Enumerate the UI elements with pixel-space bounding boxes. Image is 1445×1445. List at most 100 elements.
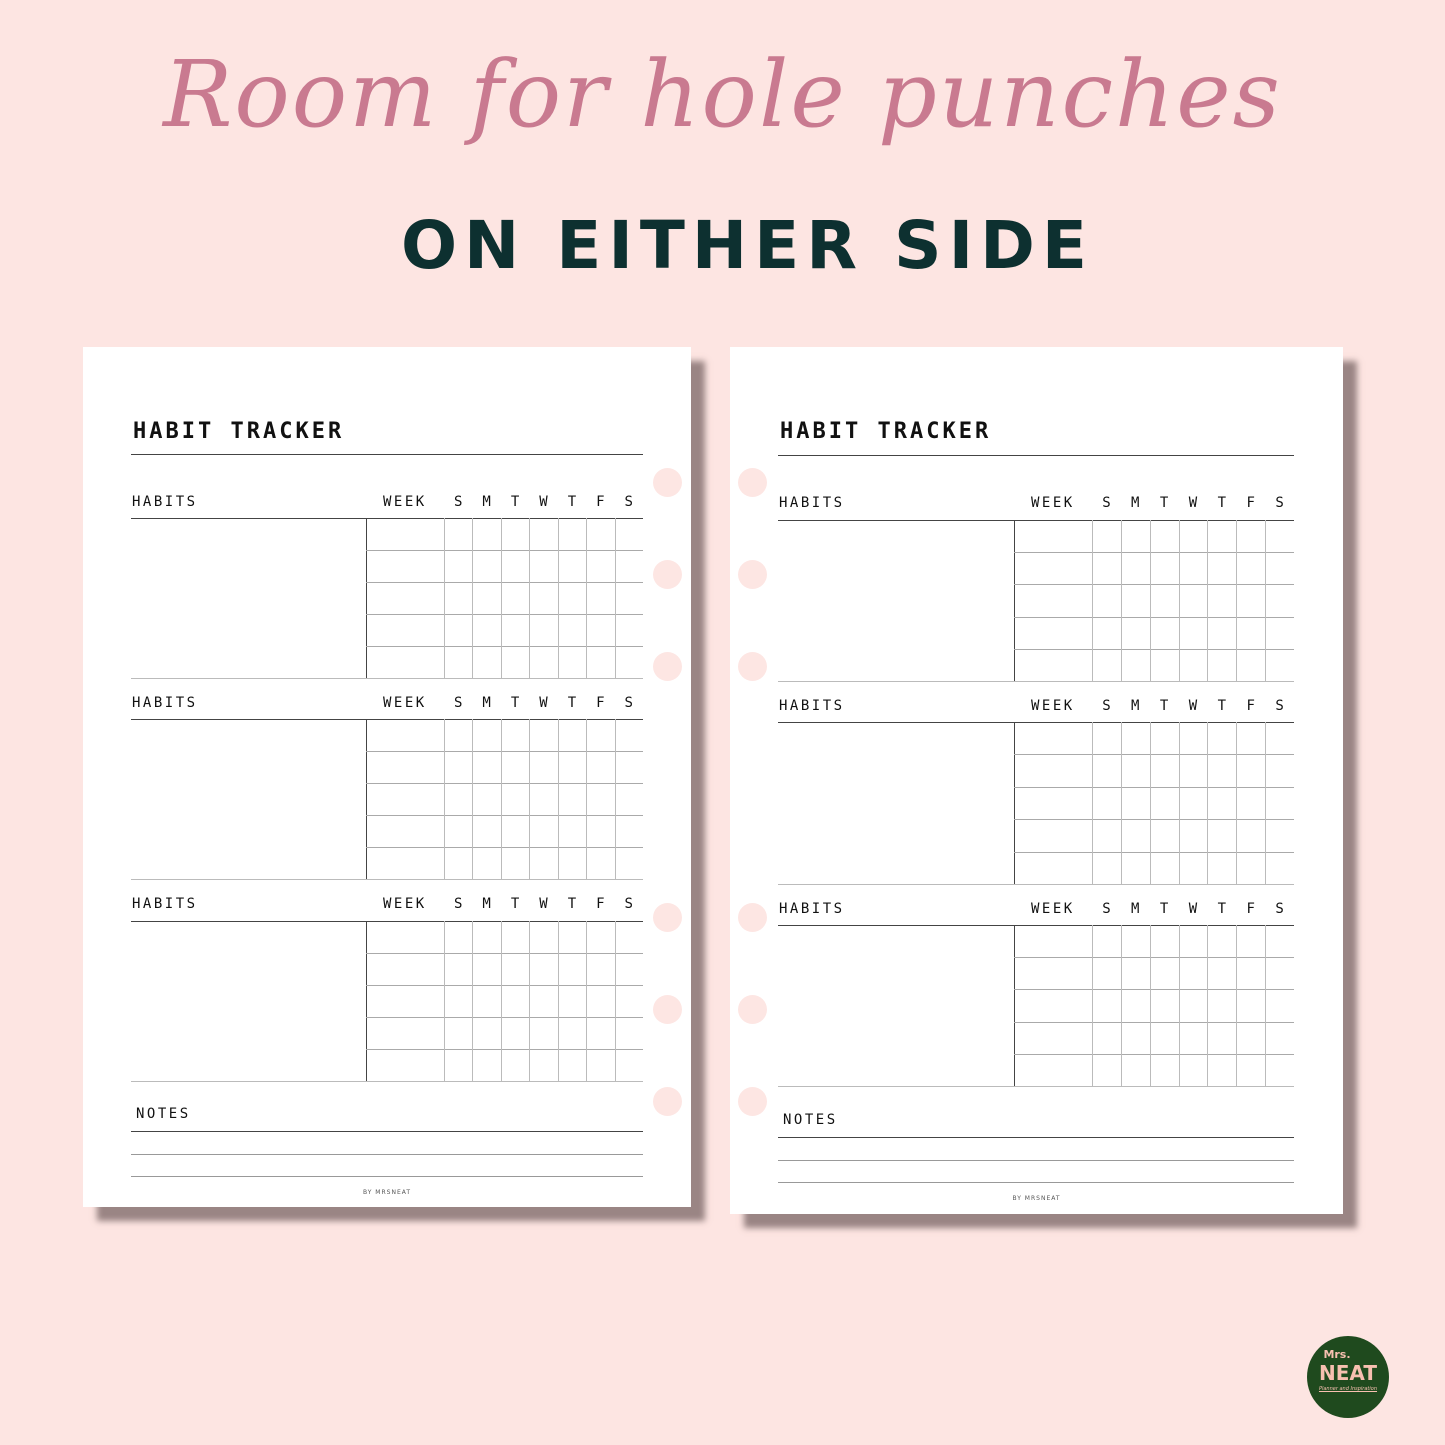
- day-label: T: [567, 494, 577, 510]
- hole-punch-marker: [738, 903, 767, 932]
- grid-col-line: [614, 719, 616, 879]
- day-label: F: [596, 896, 605, 912]
- section-bottom-rule: [778, 1086, 1294, 1087]
- day-label: W: [539, 896, 548, 912]
- grid-col-line: [586, 518, 588, 678]
- grid-row-line: [366, 550, 643, 551]
- hole-punch-marker: [653, 468, 682, 497]
- day-label: F: [1246, 495, 1255, 511]
- grid-col-line: [1265, 925, 1267, 1086]
- grid-row-line: [366, 614, 643, 615]
- grid-col-line: [1120, 722, 1122, 884]
- notes-line: [778, 1160, 1294, 1161]
- grid-row-line: [366, 646, 643, 647]
- day-label: S: [1275, 901, 1284, 917]
- grid-col-line: [444, 518, 445, 678]
- day-label: S: [1275, 698, 1284, 714]
- grid-row-line: [366, 985, 643, 986]
- day-label: F: [596, 695, 605, 711]
- grid-col-line: [1092, 925, 1093, 1086]
- page-title: HABIT TRACKER: [133, 419, 345, 444]
- day-label: S: [1102, 698, 1111, 714]
- grid-row-line: [366, 751, 643, 752]
- footer-credit: BY MRSNEAT: [362, 1189, 412, 1196]
- hole-punch-marker: [738, 560, 767, 589]
- day-label: M: [482, 494, 491, 510]
- day-label: M: [482, 695, 491, 711]
- grid-col-line: [500, 518, 502, 678]
- grid-col-line: [1092, 520, 1093, 681]
- section-header-rule: [131, 921, 643, 922]
- grid-col-line: [1207, 520, 1209, 681]
- day-label: T: [510, 695, 520, 711]
- logo-tagline: Planner and Inspiration: [1318, 1386, 1378, 1392]
- day-label: M: [1131, 698, 1140, 714]
- grid-row-line: [1014, 957, 1294, 959]
- week-label: WEEK: [383, 695, 427, 711]
- day-label: T: [1159, 698, 1169, 714]
- grid-col-line: [529, 921, 531, 1081]
- hole-punch-marker: [738, 1087, 767, 1116]
- day-label: S: [624, 494, 633, 510]
- logo-line2: NEAT: [1319, 1361, 1377, 1385]
- hole-punch-marker: [653, 652, 682, 681]
- day-label: T: [1159, 901, 1169, 917]
- grid-row-line: [1014, 851, 1294, 853]
- grid-row-line: [1014, 819, 1294, 821]
- habit-column-divider: [1014, 520, 1015, 681]
- grid-col-line: [472, 719, 474, 879]
- hole-punch-marker: [653, 995, 682, 1024]
- habit-column-divider: [366, 518, 367, 678]
- grid-col-line: [586, 921, 588, 1081]
- footer-credit: BY MRSNEAT: [1012, 1195, 1061, 1202]
- week-label: WEEK: [1031, 495, 1075, 511]
- hole-punch-marker: [738, 468, 767, 497]
- grid-col-line: [1178, 925, 1180, 1086]
- brand-logo: Mrs. NEAT Planner and Inspiration: [1307, 1336, 1389, 1418]
- grid-col-line: [1265, 722, 1267, 884]
- notes-line: [131, 1154, 643, 1155]
- grid-col-line: [557, 921, 559, 1081]
- grid-row-line: [366, 1017, 643, 1018]
- grid-row-line: [366, 953, 643, 954]
- grid-col-line: [614, 921, 616, 1081]
- day-label: S: [453, 494, 463, 510]
- day-label: S: [453, 695, 463, 711]
- grid-col-line: [444, 921, 445, 1081]
- week-label: WEEK: [383, 896, 427, 912]
- grid-row-line: [366, 582, 643, 583]
- day-label: T: [1217, 698, 1227, 714]
- planner-page: HABIT TRACKER HABITS WEEK S M T W T F S HABITS WEEK…: [83, 347, 691, 1207]
- page-title: HABIT TRACKER: [780, 419, 992, 444]
- notes-label: NOTES: [783, 1112, 838, 1128]
- grid-col-line: [529, 518, 531, 678]
- notes-line: [778, 1182, 1294, 1183]
- section-header-rule: [778, 520, 1294, 521]
- day-label: F: [596, 494, 605, 510]
- day-label: S: [624, 896, 633, 912]
- grid-col-line: [472, 518, 474, 678]
- section-header-rule: [778, 925, 1294, 926]
- grid-col-line: [614, 518, 616, 678]
- grid-col-line: [1236, 925, 1238, 1086]
- notes-label: NOTES: [136, 1106, 191, 1122]
- title-rule: [778, 455, 1294, 456]
- headline-script: Room for hole punches: [163, 41, 1282, 148]
- day-label: S: [1275, 495, 1284, 511]
- grid-row-line: [1014, 754, 1294, 756]
- habits-label: HABITS: [132, 494, 198, 510]
- grid-row-line: [1014, 1021, 1294, 1023]
- day-label: S: [453, 896, 463, 912]
- day-label: W: [539, 494, 548, 510]
- hole-punch-marker: [653, 903, 682, 932]
- section-bottom-rule: [131, 1081, 643, 1082]
- day-label: F: [1246, 901, 1255, 917]
- grid-col-line: [1236, 722, 1238, 884]
- grid-col-line: [1120, 925, 1122, 1086]
- habits-label: HABITS: [779, 698, 845, 714]
- habits-label: HABITS: [779, 495, 845, 511]
- grid-col-line: [1092, 722, 1093, 884]
- grid-row-line: [1014, 552, 1294, 554]
- hole-punch-marker: [653, 560, 682, 589]
- day-label: W: [1188, 495, 1198, 511]
